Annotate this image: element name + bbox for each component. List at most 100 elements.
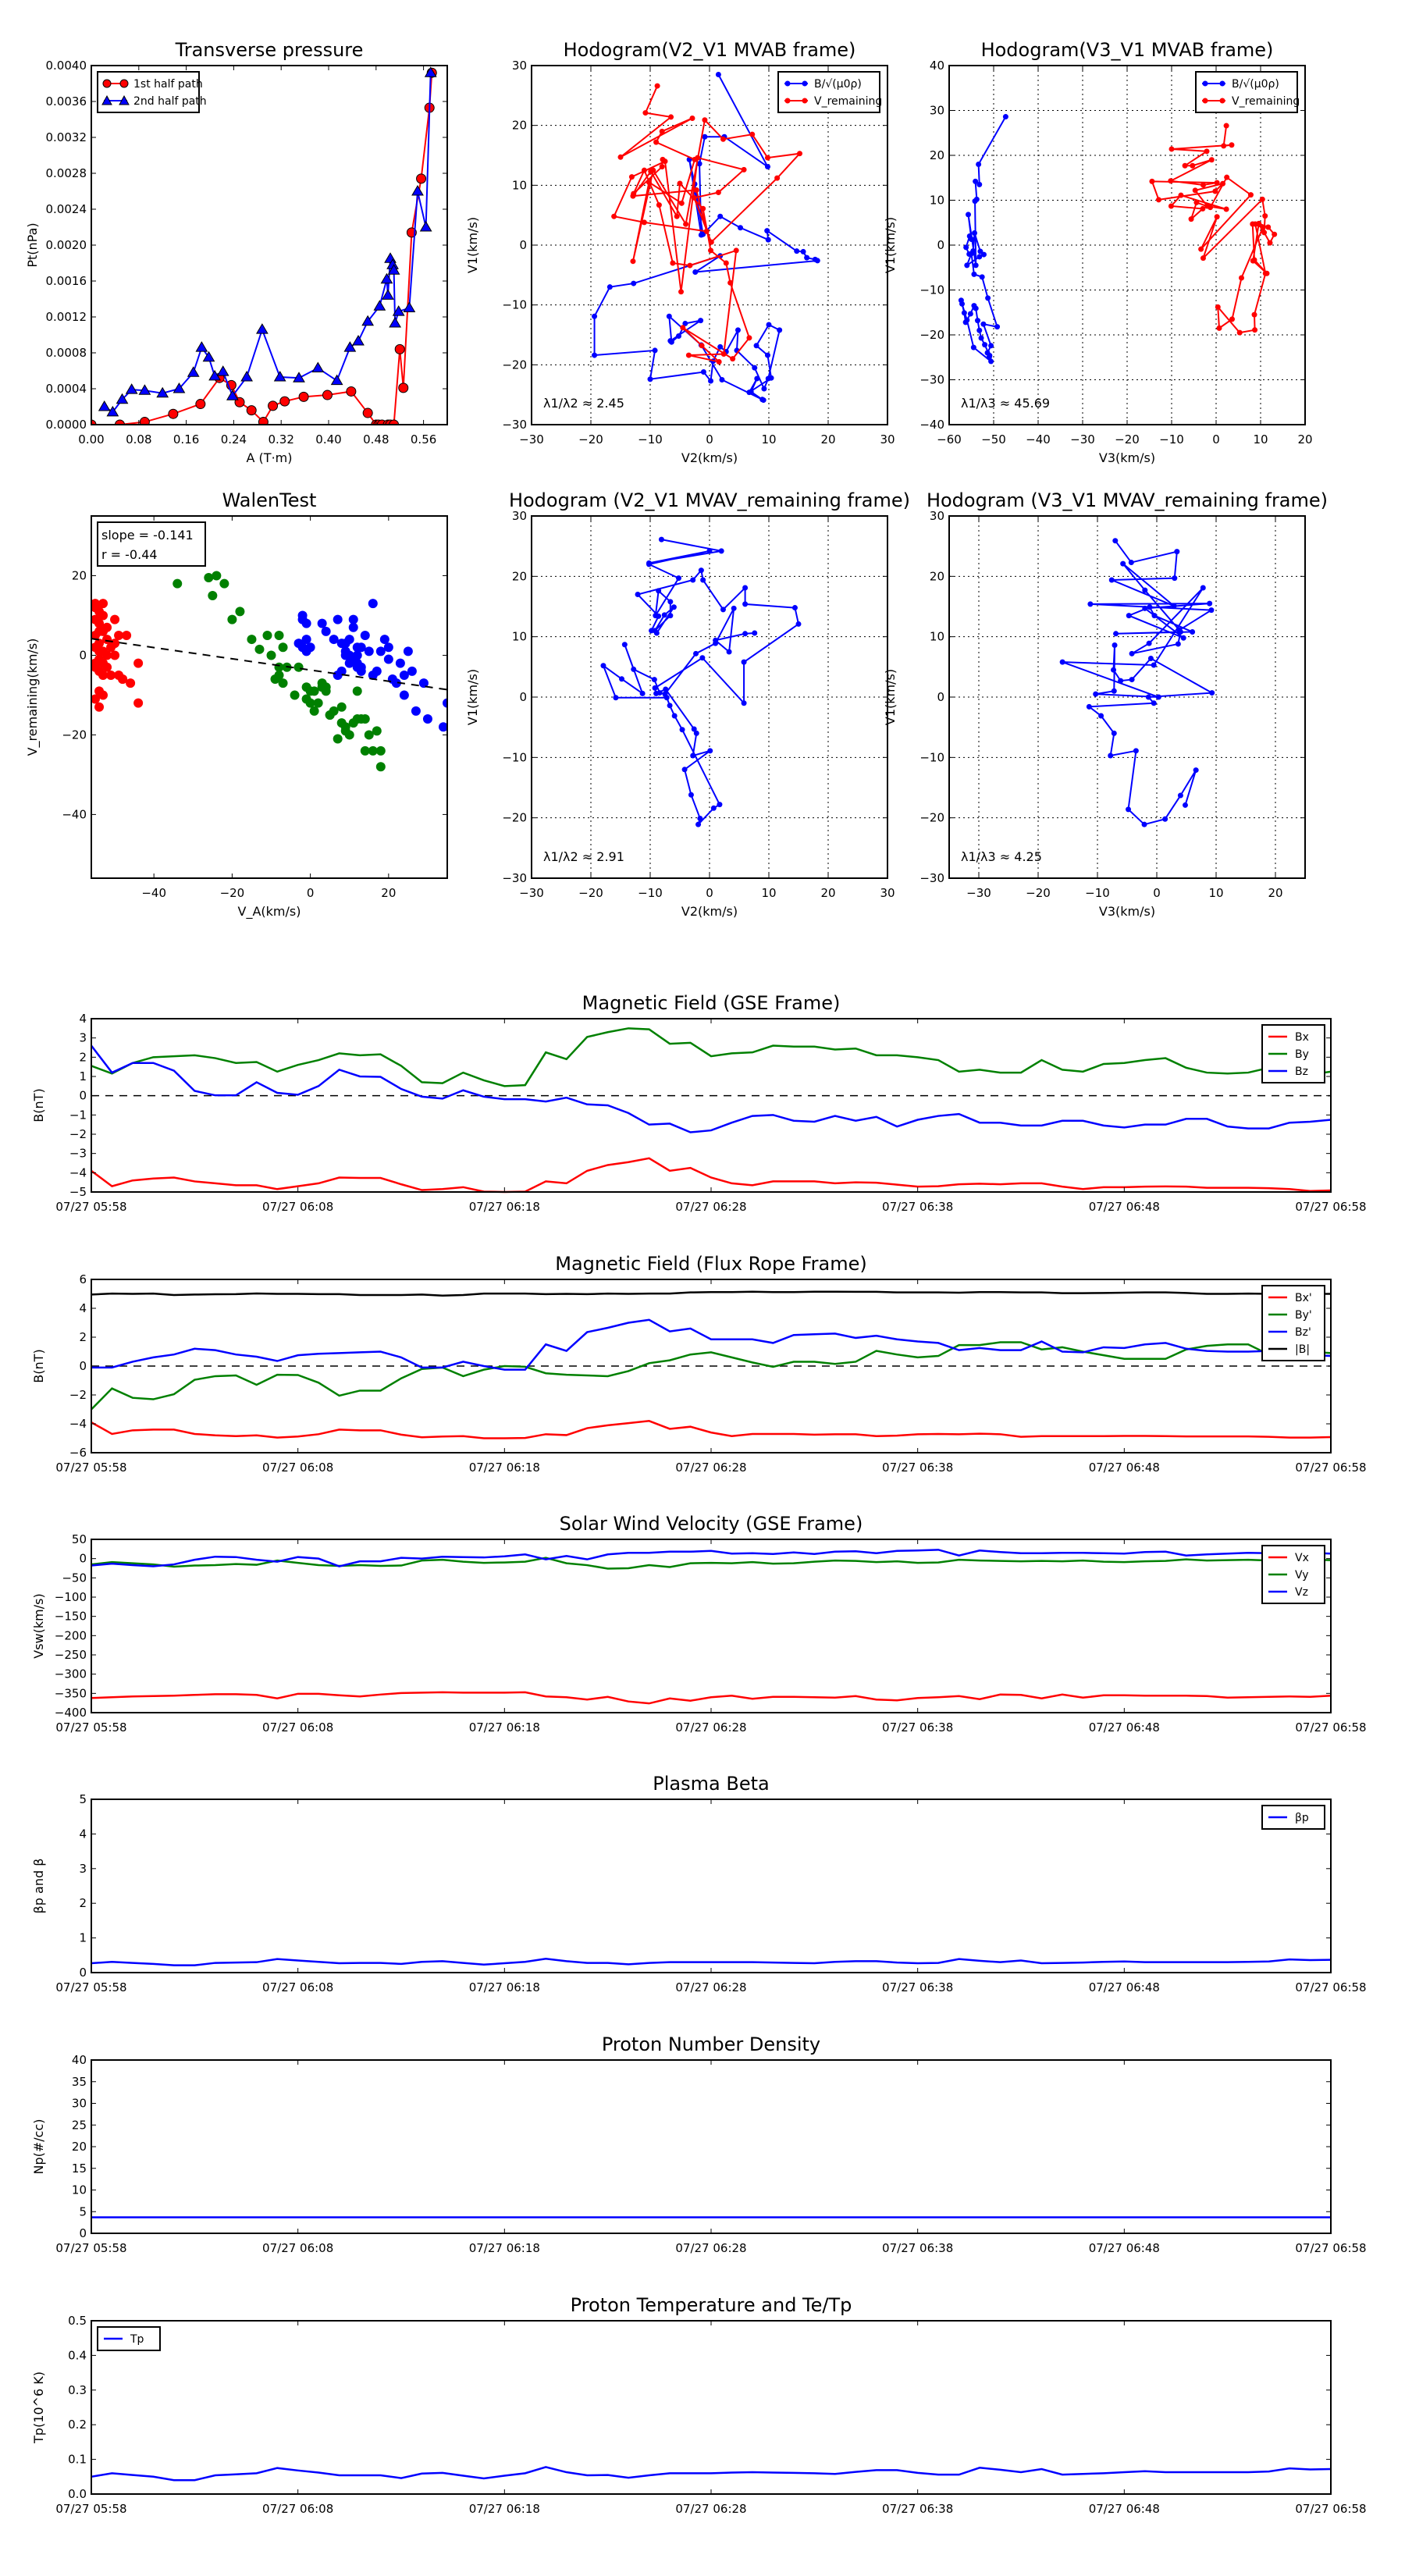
y-tick-label: 4 [79,1012,87,1026]
legend-marker [802,98,808,104]
y-tick-label: 4 [79,1301,87,1315]
data-point [1002,114,1008,120]
legend-label: B/√(μ0ρ) [814,78,862,91]
data-point [246,405,257,416]
data-point [1145,694,1151,700]
data-point [1177,628,1183,635]
data-point [670,604,677,610]
data-point [777,327,783,333]
x-tick-label: −10 [1085,886,1110,900]
data-point [1147,604,1153,610]
y-axis-label: V1(km/s) [883,669,898,725]
data-point [1236,329,1243,336]
y-axis-label: Np(#/cc) [31,2119,46,2175]
x-tick-label: 07/27 06:08 [262,2241,333,2255]
data-point [708,378,714,384]
chart-title: Proton Number Density [602,2033,820,2055]
data-point [972,198,978,205]
data-point [723,260,729,266]
data-point [606,284,613,290]
x-tick-label: −30 [966,886,991,900]
data-point [1190,628,1196,635]
data-point [1129,677,1135,683]
x-tick-label: 10 [761,886,776,900]
data-point [691,726,697,732]
scatter-point [254,644,265,654]
data-point [1208,157,1215,163]
y-tick-label: 0.0036 [46,94,87,109]
data-point [742,601,749,607]
x-tick-label: 07/27 06:58 [1295,1461,1366,1475]
legend-box [777,71,880,113]
data-point [1087,601,1094,607]
x-axis-label: A (T·m) [247,450,293,465]
y-tick-label: 20 [930,148,944,162]
data-point [273,371,286,382]
data-point [293,372,305,382]
scatter-point [399,670,409,680]
scatter-point [372,726,382,736]
chart-title: Hodogram(V3_V1 MVAB frame) [981,39,1274,61]
data-point [346,386,357,397]
y-tick-label: 10 [512,630,527,644]
data-point [1260,225,1266,231]
x-tick-label: 07/27 06:08 [262,1461,333,1475]
legend-label: V_remaining [1232,95,1300,108]
data-point [656,613,662,619]
x-tick-label: 0.16 [173,432,199,447]
data-point [138,384,151,395]
data-point [600,663,606,669]
scatter-point [403,646,413,656]
y-tick-label: 30 [512,59,527,73]
data-point [716,359,722,365]
data-point [685,352,692,358]
series-line-Bx [91,1420,1332,1439]
data-point [753,343,759,349]
scatter-point [219,578,229,589]
data-point [1229,316,1236,322]
y-tick-label: 30 [72,2097,87,2111]
data-point [693,187,699,193]
data-point [195,341,208,352]
data-point [187,366,200,377]
data-point [761,386,767,392]
data-point [699,343,705,349]
data-point [717,343,724,350]
data-point [742,585,749,591]
legend-box [97,71,200,113]
x-tick-label: 07/27 05:58 [55,2241,126,2255]
scatter-point [247,635,257,645]
y-tick-label: −30 [502,871,527,885]
y-tick-label: −40 [919,418,944,432]
plot-frame [531,65,888,425]
scatter-point [293,662,304,672]
data-point [1093,691,1099,697]
scatter-point [305,698,315,708]
series-line-By [91,1341,1332,1411]
y-tick-label: 30 [512,509,527,523]
scatter-point [110,614,120,624]
data-point [611,213,617,219]
data-point [973,262,979,269]
x-tick-label: 07/27 05:58 [55,1200,126,1214]
data-point [1265,224,1272,230]
series-line-Vy [91,1557,1332,1570]
data-point [639,690,646,696]
data-point [619,676,625,682]
data-point [659,164,665,170]
data-point [971,271,977,277]
data-point [741,700,747,706]
data-point [795,621,802,627]
plot-frame [91,1539,1332,1713]
x-tick-label: 07/27 06:38 [882,1980,953,1994]
x-tick-label: 07/27 06:28 [675,2502,746,2516]
x-axis-label: V2(km/s) [681,904,738,919]
x-tick-label: 07/27 06:58 [1295,1980,1366,1994]
data-point [1208,607,1215,614]
series-line [91,73,433,425]
data-point [628,174,635,180]
data-point [656,588,662,594]
x-tick-label: −60 [937,432,962,447]
legend: Bx' By' Bz' |B| [1261,1285,1325,1361]
x-tick-label: 20 [820,886,835,900]
